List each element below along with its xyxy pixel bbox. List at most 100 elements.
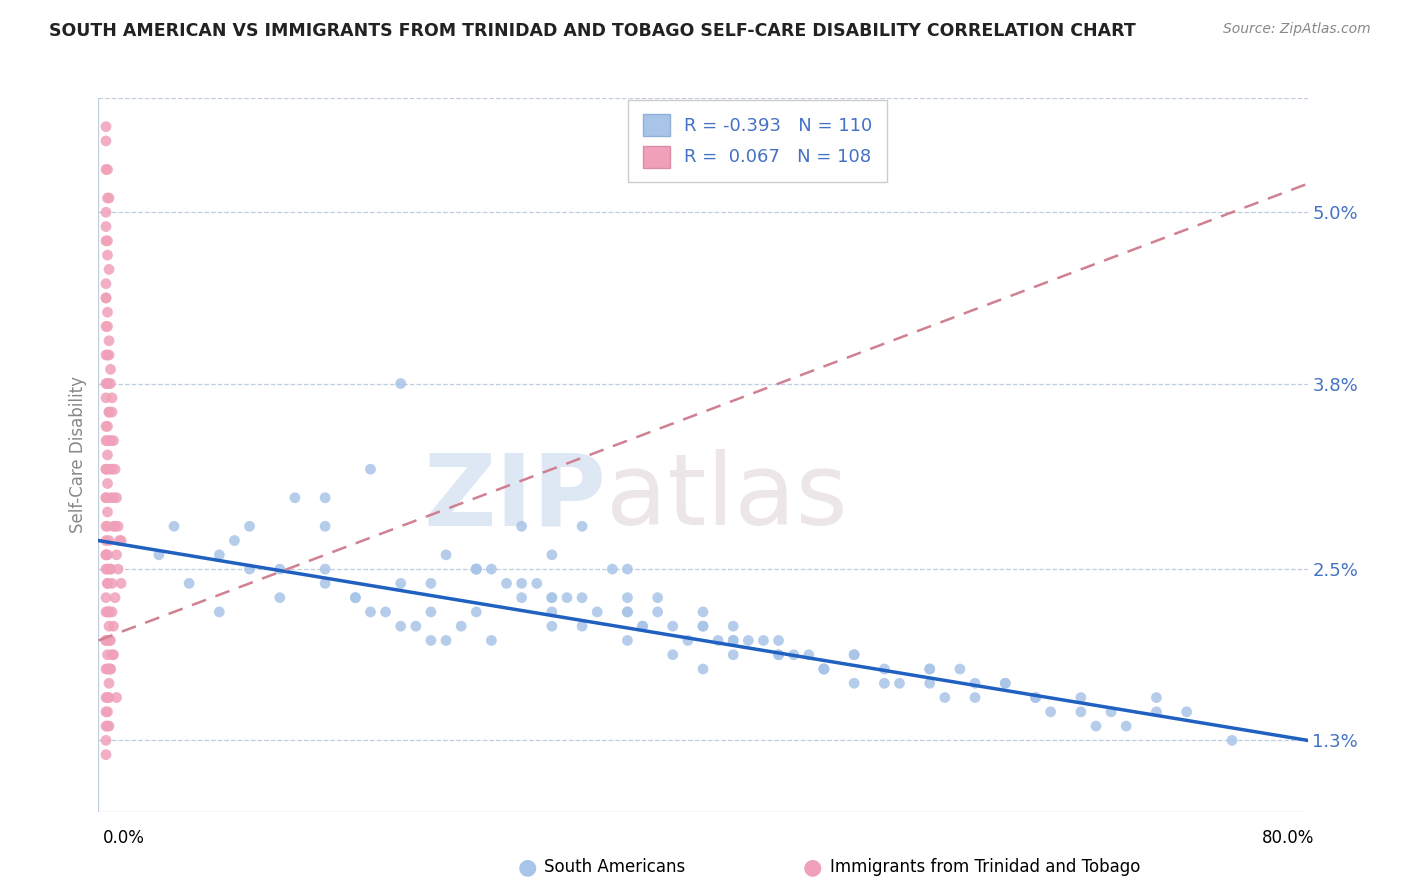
Point [934, 690, 956, 705]
Point [616, 605, 638, 619]
Point [314, 562, 336, 576]
Point [148, 548, 170, 562]
Point [676, 633, 699, 648]
Point [1144, 690, 1167, 705]
Point [616, 633, 638, 648]
Point [94, 491, 117, 505]
Point [107, 519, 129, 533]
Point [94, 548, 117, 562]
Point [101, 391, 124, 405]
Point [94, 162, 117, 177]
Point [692, 619, 714, 633]
Point [98, 605, 121, 619]
Point [239, 519, 262, 533]
Point [965, 676, 987, 690]
Text: 0.0%: 0.0% [103, 829, 145, 847]
Point [98, 690, 121, 705]
Point [692, 619, 714, 633]
Point [96, 605, 118, 619]
Point [94, 319, 117, 334]
Point [374, 605, 396, 619]
Point [96, 376, 118, 391]
Point [813, 662, 835, 676]
Point [1115, 719, 1137, 733]
Point [208, 605, 231, 619]
Point [94, 391, 117, 405]
Point [707, 633, 730, 648]
Text: atlas: atlas [606, 450, 848, 546]
Point [873, 662, 896, 676]
Point [1070, 690, 1092, 705]
Point [389, 576, 412, 591]
Point [94, 719, 117, 733]
Point [344, 591, 367, 605]
Point [1085, 719, 1108, 733]
Point [419, 633, 441, 648]
Point [103, 619, 125, 633]
Point [647, 605, 669, 619]
Point [98, 633, 121, 648]
Point [163, 519, 186, 533]
Point [813, 662, 835, 676]
Point [314, 519, 336, 533]
Point [110, 533, 132, 548]
Point [540, 619, 562, 633]
Point [108, 533, 131, 548]
Point [107, 562, 129, 576]
Point [1024, 690, 1046, 705]
Text: ●: ● [517, 857, 537, 877]
Point [104, 462, 127, 476]
Point [631, 619, 654, 633]
Point [284, 491, 307, 505]
Point [737, 633, 759, 648]
Legend: R = -0.393   N = 110, R =  0.067   N = 108: R = -0.393 N = 110, R = 0.067 N = 108 [628, 100, 887, 182]
Point [797, 648, 820, 662]
Point [1144, 705, 1167, 719]
Point [586, 605, 609, 619]
Point [96, 719, 118, 733]
Point [405, 619, 427, 633]
Point [481, 562, 503, 576]
Point [661, 648, 683, 662]
Point [965, 690, 987, 705]
Point [98, 191, 121, 205]
Point [94, 633, 117, 648]
Point [101, 405, 124, 419]
Point [94, 462, 117, 476]
Point [813, 662, 835, 676]
Point [100, 662, 122, 676]
Point [465, 605, 488, 619]
Text: Immigrants from Trinidad and Tobago: Immigrants from Trinidad and Tobago [830, 858, 1140, 876]
Point [100, 562, 122, 576]
Point [96, 476, 118, 491]
Point [103, 648, 125, 662]
Point [94, 690, 117, 705]
Point [208, 548, 231, 562]
Point [389, 376, 412, 391]
Point [647, 591, 669, 605]
Point [768, 648, 790, 662]
Point [465, 562, 488, 576]
Point [94, 633, 117, 648]
Point [1039, 705, 1062, 719]
Point [269, 562, 291, 576]
Point [100, 491, 122, 505]
Point [94, 120, 117, 134]
Point [844, 648, 866, 662]
Point [103, 519, 125, 533]
Point [721, 633, 744, 648]
Point [101, 648, 124, 662]
Point [465, 562, 488, 576]
Point [692, 605, 714, 619]
Point [96, 576, 118, 591]
Point [96, 162, 118, 177]
Point [96, 690, 118, 705]
Point [96, 519, 118, 533]
Point [96, 319, 118, 334]
Point [101, 605, 124, 619]
Point [360, 462, 382, 476]
Point [96, 234, 118, 248]
Point [1175, 705, 1198, 719]
Point [96, 505, 118, 519]
Point [873, 676, 896, 690]
